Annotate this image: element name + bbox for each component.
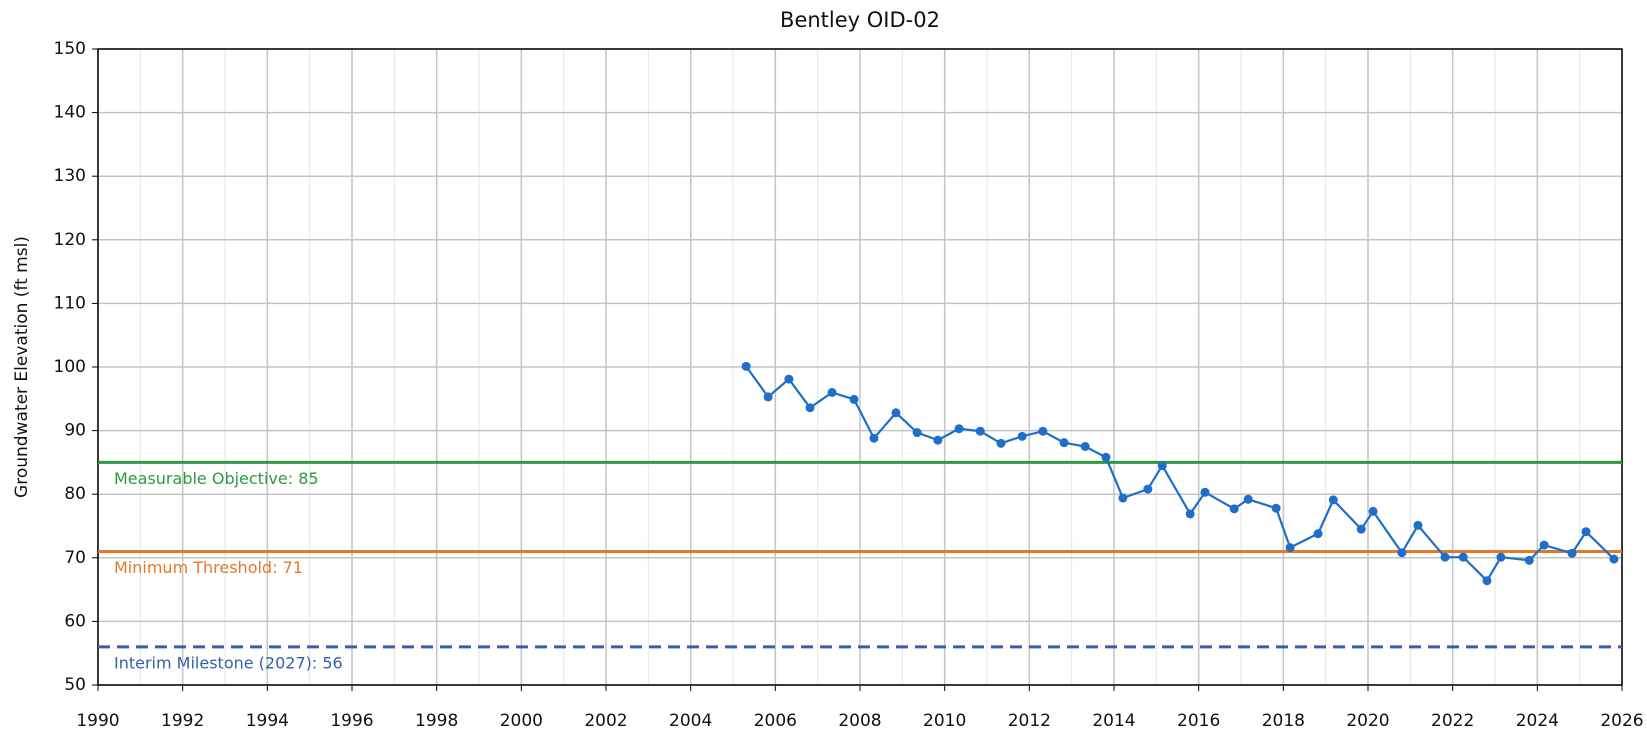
- data-point: [1524, 555, 1534, 565]
- data-point: [849, 394, 859, 404]
- x-tick-label: 2020: [1346, 711, 1389, 731]
- x-tick-label: 1998: [415, 711, 458, 731]
- x-tick-label: 2008: [838, 711, 881, 731]
- data-point: [1157, 461, 1167, 471]
- data-point: [1271, 503, 1281, 513]
- data-point: [1328, 495, 1338, 505]
- y-axis-label: Groundwater Elevation (ft msl): [12, 236, 32, 498]
- x-tick-label: 2022: [1431, 711, 1474, 731]
- y-tick-label: 140: [54, 103, 86, 123]
- reference-label: Minimum Threshold: 71: [114, 558, 303, 577]
- data-point: [763, 392, 773, 402]
- data-point: [891, 408, 901, 418]
- data-point: [1229, 504, 1239, 514]
- x-tick-label: 2016: [1177, 711, 1220, 731]
- data-point: [827, 387, 837, 397]
- data-point: [1609, 554, 1619, 564]
- data-point: [1017, 431, 1027, 441]
- x-tick-label: 1990: [76, 711, 119, 731]
- x-tick-label: 1994: [246, 711, 289, 731]
- data-point: [1356, 524, 1366, 534]
- y-tick-label: 70: [64, 548, 86, 568]
- data-point: [996, 438, 1006, 448]
- x-tick-label: 2010: [923, 711, 966, 731]
- x-tick-label: 2012: [1008, 711, 1051, 731]
- data-point: [1313, 529, 1323, 539]
- data-point: [1200, 487, 1210, 497]
- x-tick-label: 2026: [1600, 711, 1643, 731]
- data-point: [1143, 484, 1153, 494]
- plot-frame: [97, 48, 1623, 686]
- y-tick-label: 130: [54, 166, 86, 186]
- reference-label: Interim Milestone (2027): 56: [114, 653, 343, 672]
- data-point: [1397, 548, 1407, 558]
- x-tick-label: 2006: [754, 711, 797, 731]
- x-tick-label: 2014: [1092, 711, 1135, 731]
- data-point: [1285, 543, 1295, 553]
- x-tick-label: 1992: [161, 711, 204, 731]
- data-point: [1118, 493, 1128, 503]
- data-point: [1482, 576, 1492, 586]
- data-point: [1080, 442, 1090, 451]
- reference-label: Measurable Objective: 85: [114, 469, 319, 488]
- data-point: [1581, 527, 1591, 537]
- data-point: [784, 374, 794, 384]
- data-point: [1059, 438, 1069, 448]
- data-point: [1243, 494, 1253, 504]
- data-line: [745, 365, 1615, 583]
- x-tick-label: 2024: [1516, 711, 1559, 731]
- y-tick-label: 110: [54, 293, 86, 313]
- data-point: [805, 403, 815, 413]
- x-tick-label: 1996: [330, 711, 373, 731]
- data-point: [933, 435, 943, 445]
- data-point: [869, 433, 879, 443]
- y-tick-label: 60: [64, 611, 86, 631]
- data-point: [1185, 509, 1195, 519]
- y-tick-label: 100: [54, 357, 86, 377]
- data-point: [1440, 552, 1450, 562]
- data-point: [1413, 520, 1423, 530]
- x-tick-label: 2018: [1262, 711, 1305, 731]
- y-tick-label: 80: [64, 484, 86, 504]
- y-tick-label: 90: [64, 421, 86, 441]
- x-tick-label: 2004: [669, 711, 712, 731]
- data-point: [1101, 452, 1111, 462]
- data-point: [912, 428, 922, 438]
- y-tick-label: 120: [54, 230, 86, 250]
- data-point: [1567, 548, 1577, 558]
- data-point: [1539, 540, 1549, 550]
- x-tick-label: 2002: [584, 711, 627, 731]
- data-point: [1368, 506, 1378, 516]
- data-point: [1458, 552, 1468, 562]
- data-point: [741, 361, 751, 371]
- data-point: [1496, 552, 1506, 562]
- chart-title: Bentley OID-02: [780, 8, 940, 32]
- data-point: [954, 424, 964, 434]
- data-point: [1038, 426, 1048, 436]
- data-point: [975, 426, 985, 436]
- x-tick-label: 2000: [500, 711, 543, 731]
- y-tick-label: 50: [64, 675, 86, 695]
- y-tick-label: 150: [54, 39, 86, 59]
